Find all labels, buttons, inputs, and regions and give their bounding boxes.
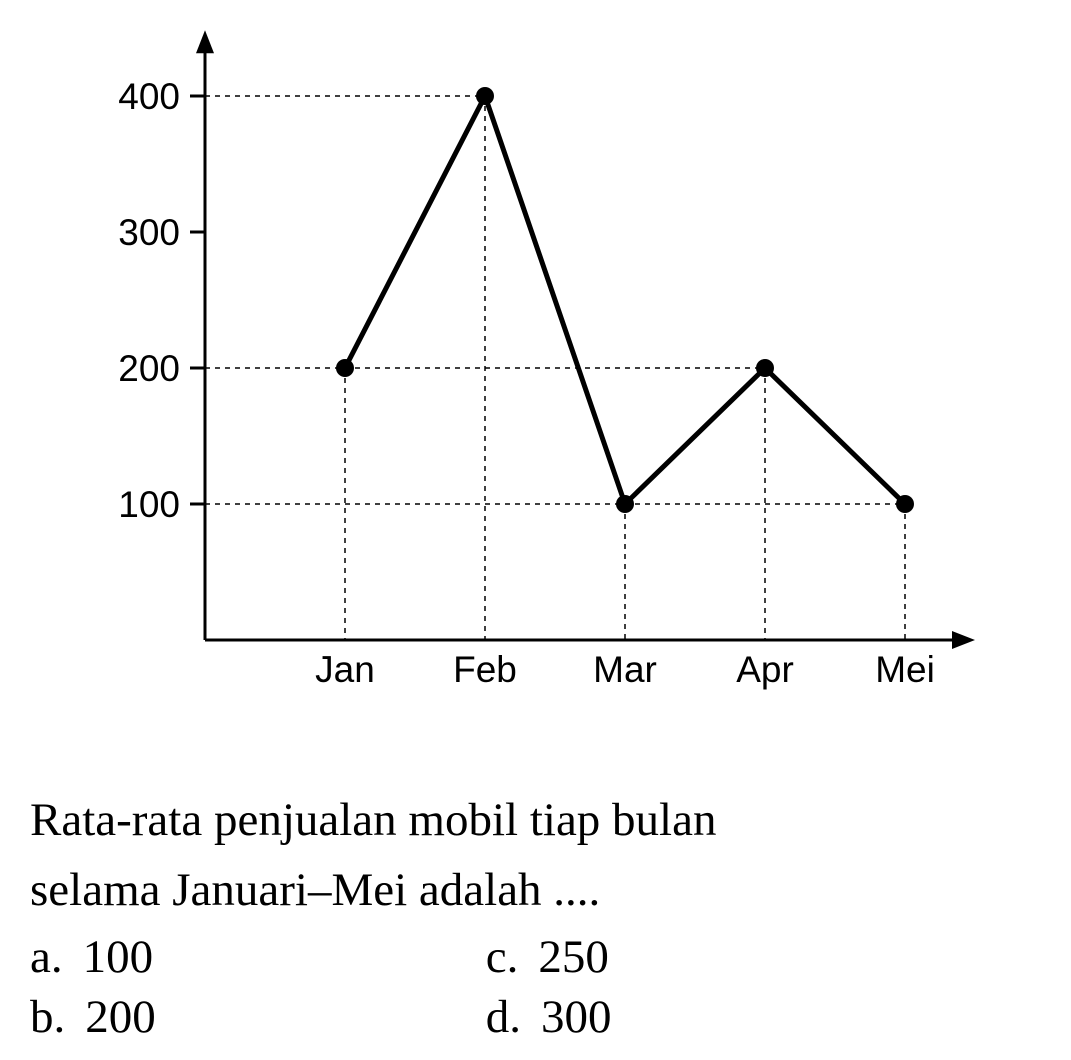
option-b-value: 200 <box>85 990 156 1044</box>
option-d-label: d. <box>486 990 521 1044</box>
data-point <box>476 87 494 105</box>
question-line-1: Rata-rata penjualan mobil tiap bulan <box>30 790 1030 850</box>
question-block: Rata-rata penjualan mobil tiap bulan sel… <box>30 790 1030 1044</box>
x-tick-label: Mei <box>875 649 935 690</box>
option-c: c. 250 <box>486 930 612 984</box>
option-c-label: c. <box>486 930 519 984</box>
option-a-label: a. <box>30 930 63 984</box>
y-tick-label: 200 <box>118 348 180 389</box>
y-tick-label: 400 <box>118 76 180 117</box>
x-tick-label: Feb <box>453 649 517 690</box>
chart-svg: 100 200 300 400 Jan Feb Mar Apr Mei <box>85 20 975 720</box>
question-line-2: selama Januari–Mei adalah .... <box>30 860 1030 920</box>
x-tick-label: Apr <box>736 649 794 690</box>
option-d: d. 300 <box>486 990 612 1044</box>
data-point <box>616 495 634 513</box>
y-tick-label: 100 <box>118 484 180 525</box>
options-col-left: a. 100 b. 200 <box>30 930 156 1044</box>
x-axis-arrow <box>952 631 975 649</box>
x-tick-label: Jan <box>315 649 375 690</box>
option-b-label: b. <box>30 990 65 1044</box>
option-a: a. 100 <box>30 930 156 984</box>
data-line <box>345 96 905 504</box>
option-d-value: 300 <box>541 990 612 1044</box>
option-a-value: 100 <box>83 930 154 984</box>
option-c-value: 250 <box>538 930 609 984</box>
y-tick-label: 300 <box>118 212 180 253</box>
options-container: a. 100 b. 200 c. 250 d. 300 <box>30 930 1030 1044</box>
data-point <box>336 359 354 377</box>
data-point <box>896 495 914 513</box>
y-axis-arrow <box>196 30 214 53</box>
line-chart: 100 200 300 400 Jan Feb Mar Apr Mei <box>85 20 975 720</box>
x-tick-label: Mar <box>593 649 657 690</box>
options-col-right: c. 250 d. 300 <box>486 930 612 1044</box>
option-b: b. 200 <box>30 990 156 1044</box>
data-point <box>756 359 774 377</box>
